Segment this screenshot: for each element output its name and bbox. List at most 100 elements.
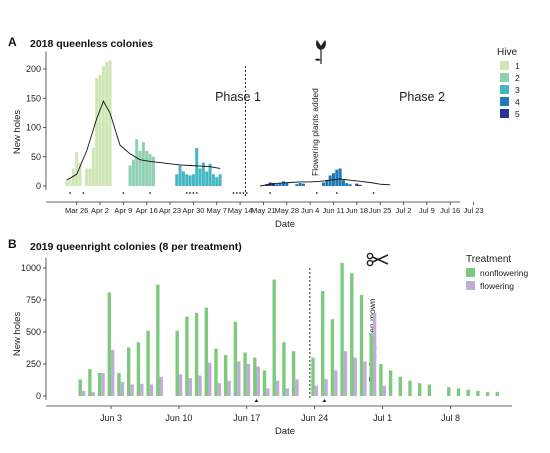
bar-hive-1-day-15 [108, 60, 112, 186]
panel-b-ytick-label-0: 0 [36, 391, 41, 401]
bar-flowering-day-21 [314, 385, 319, 396]
bar-flowering-day-2 [130, 384, 134, 396]
panel-a-missing-day-16 [372, 192, 375, 194]
bar-hive-1-day-14 [105, 61, 109, 187]
bar-hive-4-day-86 [345, 183, 349, 186]
bar-nonflowering-day-26 [359, 294, 364, 396]
bar-flowering-day-22 [324, 379, 328, 396]
panel-b-xtick-label-0: Jun 3 [100, 413, 122, 423]
bar-hive-1-day-9 [88, 168, 92, 186]
bar-flowering-day-12 [227, 380, 231, 396]
bar-hive-3-day-44 [205, 171, 209, 186]
panel-b-title: 2019 queenright colonies (8 per treatmen… [30, 241, 242, 253]
bar-nonflowering-day--2 [88, 369, 92, 396]
panel-a-missing-day-13 [269, 192, 272, 194]
bar-hive-1-day-3 [68, 180, 72, 186]
bar-hive-3-day-40 [191, 174, 195, 186]
bar-hive-3-day-43 [201, 162, 205, 186]
panel-b-xtick-label-1: Jun 10 [165, 413, 192, 423]
panel-a-missing-day-14 [315, 192, 318, 194]
bar-flowering-day-15 [256, 366, 260, 396]
bar-hive-4-day-71 [295, 184, 299, 186]
panel-b-legend-title: Treatment [466, 254, 511, 265]
bar-nonflowering-day-36 [456, 388, 461, 396]
bar-hive-3-day-37 [181, 171, 185, 186]
bar-hive-1-day-8 [85, 168, 89, 186]
panel-a-ytick-label-0: 0 [36, 181, 41, 191]
bar-flowering-day--2 [91, 392, 95, 396]
bar-hive-3-day-42 [198, 168, 202, 186]
bar-hive-1-day-2 [65, 181, 69, 186]
bar-nonflowering-day-9 [194, 312, 199, 396]
flower-icon [315, 40, 326, 64]
panel-a-xtick-label-0: Mar 26 [65, 206, 88, 215]
panel-a-missing-day-6 [192, 192, 195, 194]
bar-nonflowering-day-28 [379, 364, 383, 396]
bar-hive-2-day-24 [138, 150, 142, 186]
phase-1-smooth-line [66, 100, 221, 181]
bar-nonflowering-day-23 [330, 319, 335, 396]
bar-nonflowering-day-29 [388, 370, 393, 396]
flowering-plants-added-label: Flowering plants added [310, 88, 320, 176]
bar-hive-4-day-85 [341, 180, 345, 186]
panel-a-xlabel: Date [275, 219, 295, 230]
bar-nonflowering-day-24 [340, 262, 344, 396]
panel-a-legend-swatch-3 [500, 85, 509, 94]
phase-1-label: Phase 1 [215, 90, 261, 104]
panel-a-legend-label-4: 4 [515, 97, 520, 107]
panel-a-xtick-label-8: May 21 [251, 206, 276, 215]
bar-flowering-day-27 [372, 312, 377, 396]
panel-a-xtick-label-17: Jul 23 [464, 206, 484, 215]
bar-hive-4-day-72 [298, 183, 302, 186]
bar-hive-1-day-12 [98, 74, 102, 186]
panel-b-ylabel: New holes [12, 312, 23, 357]
bar-nonflowering-day-16 [262, 370, 267, 396]
bar-nonflowering-day-38 [476, 390, 480, 396]
panel-a-missing-day-7 [195, 192, 198, 194]
panel-a-ylabel: New holes [12, 110, 23, 155]
bar-flowering-day-19 [295, 379, 299, 396]
bar-nonflowering-day-10 [204, 307, 208, 396]
bar-flowering-day-8 [188, 378, 192, 396]
panel-a-legend-label-5: 5 [515, 109, 520, 119]
bar-nonflowering-day-27 [369, 333, 373, 396]
bar-flowering-day-4 [149, 384, 154, 396]
panel-a-xtick-label-4: Apr 23 [159, 206, 181, 215]
bar-flowering-day-16 [266, 388, 270, 396]
panel-b-xtick-label-3: Jun 24 [301, 413, 328, 423]
panel-b-ytick-label-4: 1000 [21, 263, 41, 273]
bar-flowering-day-26 [363, 361, 367, 396]
panel-a-xtick-label-16: Jul 16 [440, 206, 460, 215]
panel-a-missing-day-15 [335, 192, 338, 194]
bar-nonflowering-day--3 [78, 379, 82, 396]
bar-hive-4-day-68 [285, 182, 289, 186]
panel-a-legend-swatch-1 [500, 61, 509, 70]
bar-nonflowering-day-13 [233, 321, 238, 396]
bar-hive-2-day-21 [128, 165, 132, 186]
bar-nonflowering-day-15 [253, 357, 257, 396]
bar-flowering-day-10 [208, 362, 212, 396]
bar-hive-3-day-39 [188, 175, 192, 186]
panel-a-missing-day-12 [245, 192, 248, 194]
panel-b-legend-swatch-flowering [466, 281, 475, 290]
bar-nonflowering-day-37 [466, 389, 470, 396]
bar-hive-4-day-73 [301, 183, 305, 186]
bar-nonflowering-day-21 [311, 357, 315, 396]
bar-nonflowering-day-18 [282, 342, 286, 396]
bar-nonflowering-day-33 [427, 384, 432, 396]
panel-a-xtick-label-11: Jun 11 [322, 206, 344, 215]
panel-a-ytick-label-4: 200 [26, 64, 41, 74]
panel-a-missing-day-11 [242, 192, 245, 194]
panel-b-xtick-label-2: Jun 17 [233, 413, 260, 423]
panel-b-legend-label-nonflowering: nonflowering [480, 268, 528, 278]
bar-nonflowering-day-22 [321, 291, 325, 396]
bar-hive-5-day-90 [358, 184, 362, 186]
bar-hive-2-day-23 [135, 139, 139, 186]
bar-flowering-day-23 [334, 370, 338, 396]
panel-a-missing-day-0 [69, 192, 71, 194]
phase-2-smooth-line [260, 178, 391, 187]
bar-nonflowering-day-12 [224, 355, 228, 396]
panel-a-title: 2018 queenless colonies [30, 38, 153, 50]
bar-nonflowering-day-4 [146, 330, 150, 396]
